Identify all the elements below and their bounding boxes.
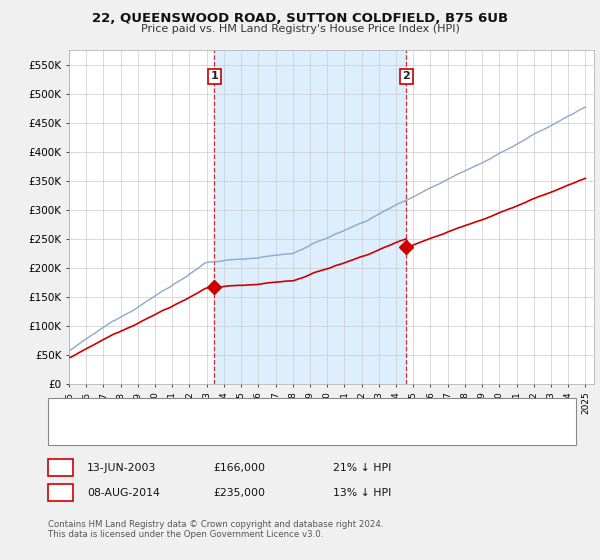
Text: Price paid vs. HM Land Registry's House Price Index (HPI): Price paid vs. HM Land Registry's House … [140, 24, 460, 34]
Text: £235,000: £235,000 [213, 488, 265, 498]
Text: 2: 2 [56, 486, 65, 500]
Text: 08-AUG-2014: 08-AUG-2014 [87, 488, 160, 498]
Text: 21% ↓ HPI: 21% ↓ HPI [333, 463, 391, 473]
Text: 13-JUN-2003: 13-JUN-2003 [87, 463, 157, 473]
Text: 22, QUEENSWOOD ROAD, SUTTON COLDFIELD, B75 6UB (detached house): 22, QUEENSWOOD ROAD, SUTTON COLDFIELD, B… [91, 406, 457, 416]
Text: Contains HM Land Registry data © Crown copyright and database right 2024.
This d: Contains HM Land Registry data © Crown c… [48, 520, 383, 539]
Text: HPI: Average price, detached house, Birmingham: HPI: Average price, detached house, Birm… [91, 427, 332, 437]
Text: 2: 2 [403, 72, 410, 81]
Text: £166,000: £166,000 [213, 463, 265, 473]
Bar [214, 50, 406, 384]
Text: 13% ↓ HPI: 13% ↓ HPI [333, 488, 391, 498]
Text: 1: 1 [56, 461, 65, 474]
Text: 1: 1 [211, 72, 218, 81]
Text: 22, QUEENSWOOD ROAD, SUTTON COLDFIELD, B75 6UB: 22, QUEENSWOOD ROAD, SUTTON COLDFIELD, B… [92, 12, 508, 25]
